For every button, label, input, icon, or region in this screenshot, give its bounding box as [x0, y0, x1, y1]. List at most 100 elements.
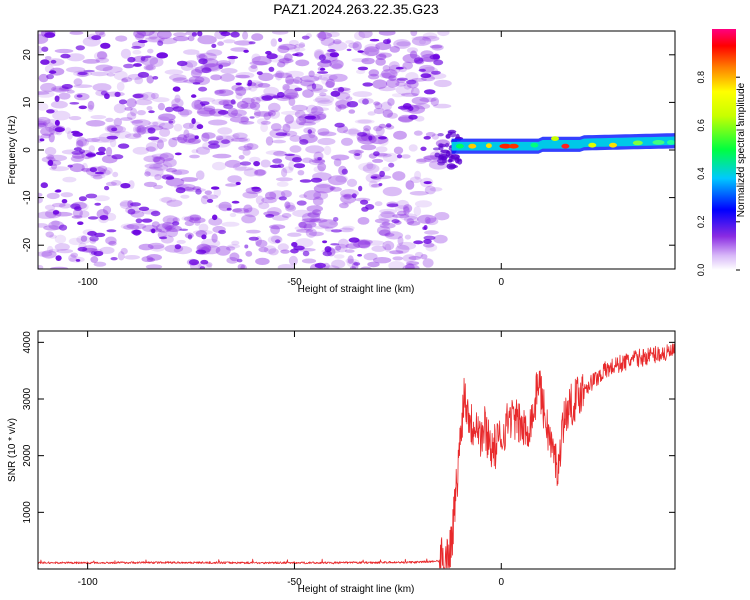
noise-blob [305, 145, 325, 154]
noise-blob [211, 233, 218, 243]
noise-blob [419, 97, 437, 102]
noise-blob [242, 148, 251, 156]
noise-blob [157, 116, 170, 122]
noise-peak [230, 99, 236, 105]
noise-peak [50, 59, 57, 64]
noise-blob [240, 102, 257, 109]
noise-blob [345, 40, 354, 44]
noise-blob [382, 109, 393, 118]
noise-blob [375, 42, 392, 51]
noise-blob [245, 250, 253, 257]
noise-blob [192, 229, 213, 235]
noise-peak [370, 176, 378, 179]
noise-blob [378, 229, 391, 237]
noise-peak [106, 135, 119, 140]
noise-peak [127, 56, 136, 63]
noise-blob [347, 255, 354, 264]
noise-blob [323, 265, 340, 269]
noise-blob [103, 167, 113, 175]
noise-blob [196, 53, 206, 59]
noise-blob [300, 80, 315, 87]
noise-blob [417, 214, 437, 224]
noise-blob [88, 145, 96, 153]
noise-blob [60, 192, 73, 198]
noise-blob [201, 132, 210, 142]
noise-blob [164, 69, 184, 75]
snr-frame [37, 330, 676, 570]
noise-blob [433, 79, 452, 88]
noise-blob [232, 133, 240, 139]
noise-blob [374, 218, 390, 224]
noise-blob [197, 35, 217, 45]
noise-peak [385, 123, 392, 128]
noise-blob [299, 194, 307, 199]
noise-blob [382, 65, 391, 72]
noise-peak [314, 262, 326, 269]
noise-blob [286, 47, 306, 52]
noise-blob [422, 35, 440, 42]
noise-blob [183, 186, 195, 192]
noise-blob [69, 163, 85, 173]
noise-blob [413, 206, 422, 217]
noise-blob [402, 264, 420, 269]
noise-peak [47, 159, 54, 166]
noise-peak [278, 37, 283, 43]
noise-blob [294, 226, 308, 231]
noise-blob [145, 146, 156, 152]
noise-blob [240, 115, 249, 125]
noise-blob [424, 216, 431, 224]
noise-blob [38, 91, 50, 95]
noise-peak [294, 87, 303, 92]
noise-peak [251, 186, 262, 192]
noise-blob [124, 133, 142, 140]
noise-blob [425, 243, 438, 252]
signal-hotspot [499, 143, 512, 149]
noise-peak [293, 163, 306, 169]
noise-peak [299, 139, 309, 145]
noise-blob [40, 82, 57, 93]
noise-blob [217, 41, 225, 46]
noise-blob [56, 249, 74, 254]
noise-blob [311, 105, 324, 116]
noise-blob [378, 52, 392, 58]
noise-blob [99, 169, 111, 176]
noise-blob [75, 140, 84, 149]
noise-peak [61, 199, 68, 204]
noise-blob [253, 108, 261, 118]
noise-blob [44, 56, 52, 60]
noise-blob [108, 240, 117, 246]
noise-blob [364, 43, 381, 53]
noise-blob [187, 35, 195, 42]
noise-blob [338, 238, 349, 249]
noise-blob [330, 154, 350, 161]
noise-peak [249, 116, 255, 119]
noise-blob [41, 133, 51, 139]
noise-blob [38, 251, 53, 257]
noise-blob [354, 119, 375, 125]
colorbar: 0.0 0.2 0.4 0.6 0.8 Normalized spectral ampl… [696, 29, 747, 276]
noise-blob [38, 45, 43, 54]
signal-hotspot [508, 143, 519, 149]
noise-peak [174, 152, 182, 156]
noise-peak [391, 219, 400, 224]
noise-blob [313, 191, 329, 200]
noise-blob [113, 117, 123, 127]
noise-blob [389, 250, 404, 255]
noise-blob [93, 195, 110, 202]
noise-peak [111, 154, 124, 160]
noise-blob [268, 102, 281, 113]
noise-peak [174, 244, 182, 250]
noise-blob [106, 72, 115, 77]
noise-peak [208, 143, 220, 149]
noise-blob [273, 72, 293, 79]
noise-blob [241, 214, 256, 224]
noise-blob [102, 66, 123, 74]
noise-peak [256, 71, 263, 75]
noise-peak [378, 136, 387, 140]
noise-blob [378, 31, 396, 36]
noise-peak [58, 224, 68, 231]
signal-hotspot [666, 140, 675, 145]
noise-peak [261, 95, 274, 101]
noise-blob [327, 31, 340, 38]
transition-blob [445, 134, 451, 139]
